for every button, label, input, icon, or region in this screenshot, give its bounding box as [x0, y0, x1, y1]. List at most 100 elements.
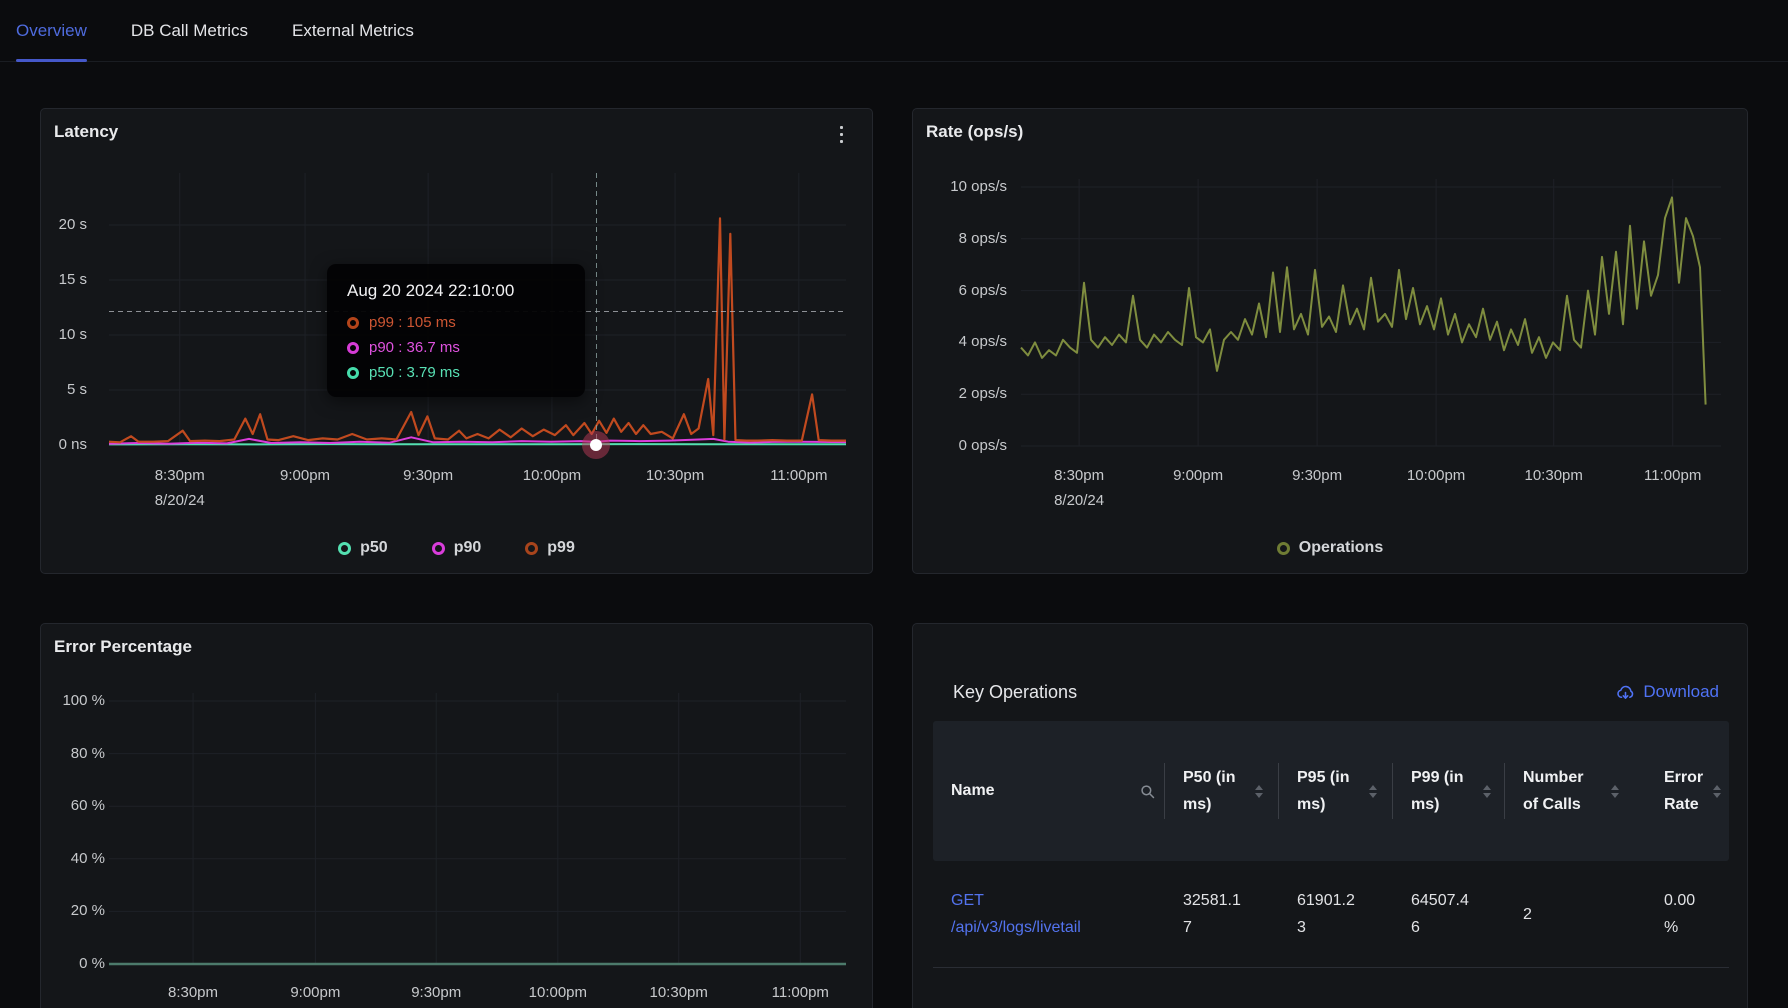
- sort-toggle-icon[interactable]: [1713, 784, 1722, 798]
- column-header-name[interactable]: Name: [933, 721, 1165, 861]
- cell-p95: 61901.23: [1297, 892, 1355, 937]
- p99-ring-icon: [347, 316, 359, 329]
- chart-tooltip: Aug 20 2024 22:10:00 p99 : 105 ms p90 : …: [327, 264, 585, 397]
- rate-legend: Operations: [913, 539, 1747, 557]
- tooltip-row-p50: p50 : 3.79 ms: [347, 364, 565, 381]
- tooltip-row-p90: p90 : 36.7 ms: [347, 339, 565, 356]
- legend-item-p50[interactable]: p50: [338, 539, 388, 557]
- error-panel-title: Error Percentage: [54, 637, 192, 656]
- y-tick-label: 20 s: [58, 216, 87, 233]
- y-tick-label: 15 s: [58, 271, 87, 288]
- column-header-p95[interactable]: P95 (in ms): [1279, 721, 1393, 861]
- y-tick-label: 40 %: [70, 849, 105, 867]
- search-icon[interactable]: [1140, 784, 1155, 799]
- key-operations-panel: Key Operations Download Name P50 (in ms)…: [912, 623, 1748, 1008]
- x-tick-label: 10:00pm: [1406, 467, 1466, 484]
- cell-name: GET /api/v3/logs/livetail: [933, 861, 1165, 967]
- cell-number-of-calls: 2: [1523, 905, 1532, 923]
- x-tick-label: 10:30pm: [649, 984, 708, 1001]
- rate-chart[interactable]: 0 ops/s 2 ops/s 4 ops/s 6 ops/s 8 ops/s 10 op…: [913, 109, 1747, 573]
- legend-item-operations[interactable]: Operations: [1276, 539, 1384, 557]
- x-tick-label: 9:30pm: [403, 467, 454, 484]
- y-tick-label: 0 ops/s: [958, 437, 1007, 454]
- y-tick-label: 20 %: [70, 902, 105, 920]
- p50-ring-icon: [347, 366, 359, 379]
- y-tick-label: 10 s: [58, 326, 87, 343]
- cell-error-rate: 0.00 %: [1664, 892, 1696, 937]
- x-tick-label: 9:00pm: [290, 984, 341, 1001]
- latency-legend: p50 p90 p99: [41, 539, 872, 557]
- y-tick-label: 4 ops/s: [958, 333, 1007, 351]
- tooltip-row-p99: p99 : 105 ms: [347, 314, 565, 331]
- sort-toggle-icon[interactable]: [1611, 784, 1619, 798]
- table-header-row: Name P50 (in ms) P95 (in ms) P99 (in ms)…: [933, 721, 1729, 861]
- x-tick-label: 8:30pm: [1054, 467, 1105, 484]
- tab-db-call-metrics[interactable]: DB Call Metrics: [130, 20, 248, 40]
- column-header-p99[interactable]: P99 (in ms): [1393, 721, 1505, 861]
- latency-panel-title: Latency: [54, 122, 119, 141]
- x-tick-label: 8:30pm: [167, 984, 219, 1001]
- cloud-download-icon: [1617, 685, 1634, 699]
- x-tick-label: 10:00pm: [522, 467, 582, 484]
- tab-external-metrics[interactable]: External Metrics: [291, 20, 414, 40]
- y-tick-label: 100 %: [62, 692, 105, 709]
- y-tick-label: 8 ops/s: [958, 229, 1007, 247]
- x-tick-label: 10:00pm: [528, 984, 588, 1001]
- legend-item-p90[interactable]: p90: [431, 539, 482, 557]
- y-tick-label: 6 ops/s: [958, 281, 1007, 299]
- x-tick-date-label: 8/20/24: [154, 492, 205, 509]
- cell-p50: 32581.17: [1183, 892, 1241, 937]
- download-button[interactable]: Download: [1616, 682, 1719, 702]
- legend-label: Operations: [1298, 539, 1384, 556]
- rate-panel: Rate (ops/s) 0 ops/s 2 ops/s 4 ops/s 6 ops/…: [912, 108, 1748, 574]
- error-percentage-panel: Error Percentage 0 % 20 % 40 % 60 % 80 % 100 …: [40, 623, 873, 1008]
- x-tick-label: 11:00pm: [770, 467, 828, 484]
- y-tick-label: 5 s: [66, 381, 87, 398]
- x-tick-label: 10:30pm: [1524, 467, 1583, 484]
- cell-p99: 64507.46: [1411, 892, 1469, 937]
- tab-overview[interactable]: Overview: [16, 0, 87, 62]
- x-tick-label: 9:00pm: [280, 467, 331, 484]
- operation-link[interactable]: GET /api/v3/logs/livetail: [951, 892, 1081, 937]
- x-tick-label: 11:00pm: [1644, 467, 1702, 484]
- latency-panel: Latency 0 ns 5 s 10 s 15 s 20 s 8:30pm 8/20/24…: [40, 108, 873, 574]
- column-header-error-rate[interactable]: Error Rate: [1646, 721, 1731, 861]
- y-tick-label: 80 %: [70, 744, 105, 762]
- operations-ring-icon: [1276, 541, 1290, 555]
- legend-label: p99: [547, 539, 575, 556]
- p90-ring-icon: [431, 541, 445, 555]
- y-tick-label: 60 %: [70, 797, 105, 815]
- hover-point-marker: [590, 439, 602, 451]
- key-operations-title: Key Operations: [953, 682, 1078, 702]
- x-tick-date-label: 8/20/24: [1054, 492, 1105, 509]
- tab-bar: Overview DB Call Metrics External Metric…: [0, 0, 1788, 62]
- x-tick-label: 9:00pm: [1173, 467, 1224, 484]
- sort-toggle-icon[interactable]: [1255, 784, 1263, 798]
- error-percentage-chart[interactable]: 0 % 20 % 40 % 60 % 80 % 100 % 8:30pm 9:00pm 9:30…: [41, 624, 872, 1008]
- legend-label: p90: [453, 539, 482, 556]
- sort-toggle-icon[interactable]: [1369, 784, 1377, 798]
- table-row: GET /api/v3/logs/livetail 32581.17 61901…: [933, 861, 1729, 969]
- kebab-menu-icon[interactable]: [832, 121, 850, 147]
- key-operations-table: Name P50 (in ms) P95 (in ms) P99 (in ms)…: [933, 721, 1729, 969]
- p90-ring-icon: [347, 341, 359, 354]
- x-tick-label: 8:30pm: [154, 467, 205, 484]
- sort-toggle-icon[interactable]: [1483, 784, 1491, 798]
- crosshair-vertical-line: [596, 173, 597, 445]
- x-tick-label: 10:30pm: [645, 467, 705, 484]
- column-header-number-of-calls[interactable]: Number of Calls: [1505, 721, 1646, 861]
- series-line-operations: [1020, 196, 1707, 405]
- download-label: Download: [1643, 682, 1719, 701]
- p50-ring-icon: [338, 541, 352, 555]
- y-tick-label: 0 ns: [58, 436, 87, 453]
- column-header-p50[interactable]: P50 (in ms): [1165, 721, 1279, 861]
- tooltip-timestamp: Aug 20 2024 22:10:00: [347, 281, 515, 300]
- y-tick-label: 2 ops/s: [958, 385, 1007, 403]
- x-tick-label: 11:00pm: [771, 984, 829, 1001]
- y-tick-label: 0 %: [79, 955, 105, 972]
- series-line-p90: [108, 436, 847, 445]
- series-line-p99: [108, 217, 846, 444]
- legend-item-p99[interactable]: p99: [525, 539, 575, 557]
- legend-label: p50: [360, 539, 388, 556]
- p99-ring-icon: [525, 541, 539, 555]
